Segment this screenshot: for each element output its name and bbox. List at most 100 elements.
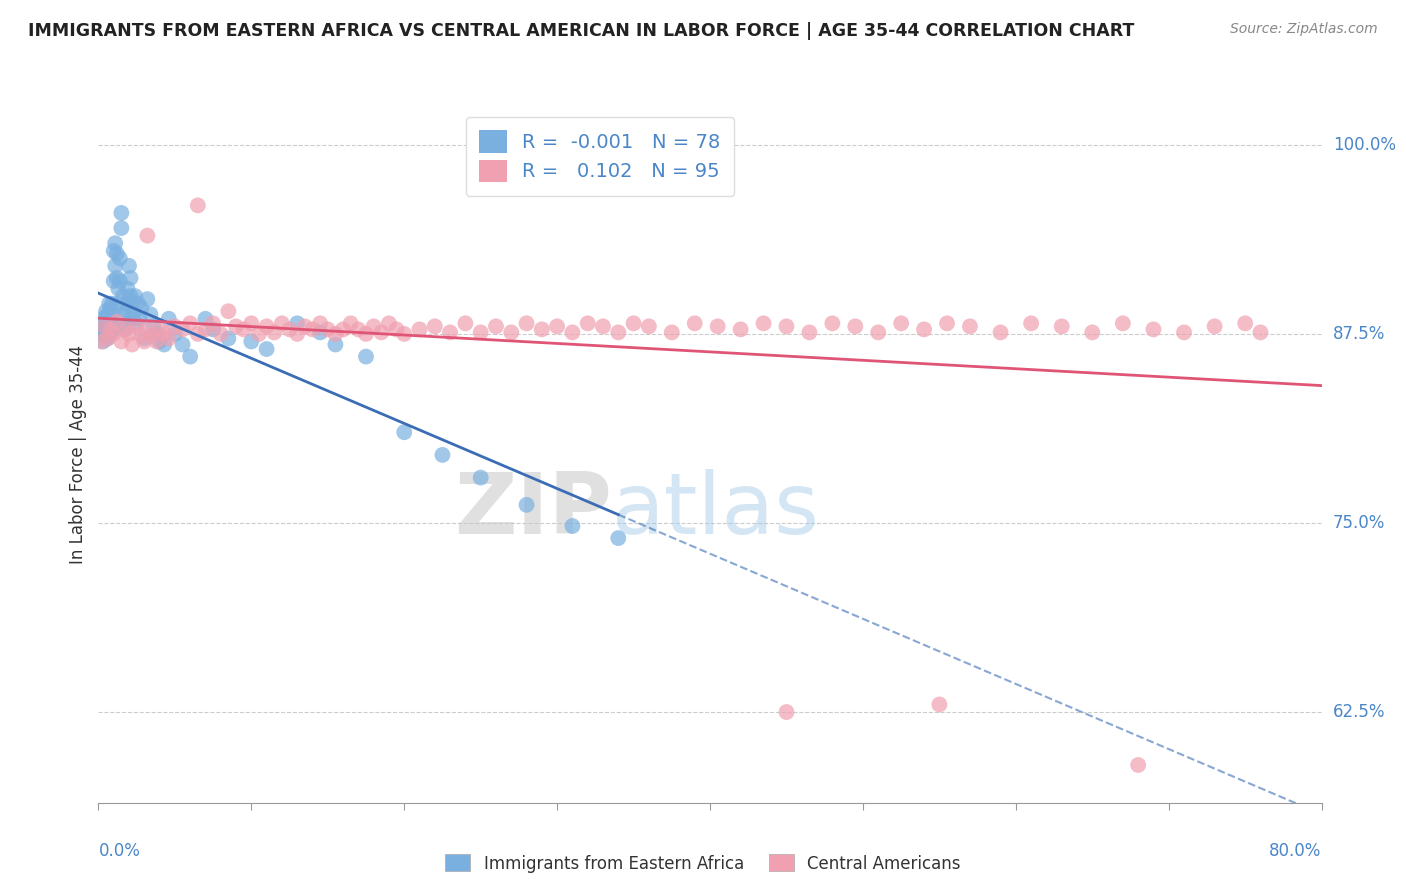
Point xyxy=(172,337,194,351)
Point xyxy=(90,326,112,341)
Point xyxy=(316,322,339,336)
Point xyxy=(145,326,167,341)
Point xyxy=(163,326,186,341)
Point xyxy=(145,334,167,349)
Point xyxy=(157,331,180,345)
Point xyxy=(637,319,661,334)
Point xyxy=(706,319,728,334)
Point xyxy=(97,316,120,330)
Point xyxy=(202,316,225,330)
Point xyxy=(120,289,142,303)
Point xyxy=(278,322,301,336)
Point xyxy=(179,350,201,364)
Point xyxy=(561,326,583,340)
Y-axis label: In Labor Force | Age 35-44: In Labor Force | Age 35-44 xyxy=(69,345,87,565)
Point xyxy=(256,319,278,334)
Point xyxy=(93,319,115,334)
Point xyxy=(1142,322,1164,336)
Point xyxy=(821,316,844,330)
Point xyxy=(928,698,950,712)
Text: 87.5%: 87.5% xyxy=(1333,325,1385,343)
Point xyxy=(115,304,138,318)
Point xyxy=(163,319,186,334)
Point xyxy=(868,326,890,340)
Point xyxy=(990,326,1012,340)
Point xyxy=(97,331,120,345)
Point xyxy=(149,322,172,336)
Point xyxy=(439,326,461,340)
Text: Source: ZipAtlas.com: Source: ZipAtlas.com xyxy=(1230,22,1378,37)
Point xyxy=(202,322,225,336)
Point xyxy=(136,228,159,243)
Point xyxy=(240,316,263,330)
Point xyxy=(122,307,145,321)
Point xyxy=(270,316,292,330)
Point xyxy=(194,322,217,336)
Point xyxy=(110,206,132,220)
Point xyxy=(101,296,124,310)
Point xyxy=(454,316,477,330)
Point xyxy=(128,311,150,326)
Point xyxy=(309,326,332,340)
Point xyxy=(232,322,254,336)
Point xyxy=(118,326,141,341)
Point xyxy=(301,322,323,336)
Point xyxy=(1112,316,1135,330)
Point xyxy=(134,334,156,349)
Point xyxy=(347,322,370,336)
Point xyxy=(172,322,194,336)
Point xyxy=(1019,316,1042,330)
Point xyxy=(97,307,120,321)
Point xyxy=(103,244,125,258)
Point xyxy=(752,316,775,330)
Legend: R =  -0.001   N = 78, R =   0.102   N = 95: R = -0.001 N = 78, R = 0.102 N = 95 xyxy=(465,117,734,195)
Point xyxy=(94,304,117,318)
Point xyxy=(730,322,752,336)
Point xyxy=(100,322,122,336)
Point xyxy=(1081,326,1104,340)
Point xyxy=(247,326,270,341)
Point xyxy=(1249,326,1271,340)
Point xyxy=(101,309,124,323)
Point xyxy=(325,337,347,351)
Point xyxy=(561,519,583,533)
Point xyxy=(125,319,148,334)
Text: 100.0%: 100.0% xyxy=(1333,136,1396,153)
Point xyxy=(107,281,129,295)
Point xyxy=(936,316,959,330)
Point xyxy=(607,531,630,545)
Point xyxy=(485,319,508,334)
Point xyxy=(93,322,115,336)
Point xyxy=(121,311,143,326)
Point xyxy=(209,326,232,341)
Point xyxy=(136,292,159,306)
Point xyxy=(392,326,416,341)
Point xyxy=(187,326,209,341)
Point xyxy=(294,319,316,334)
Point xyxy=(844,319,866,334)
Point xyxy=(546,319,568,334)
Point xyxy=(363,319,385,334)
Point xyxy=(157,311,180,326)
Point xyxy=(100,322,122,336)
Point xyxy=(98,326,121,341)
Point xyxy=(105,246,128,260)
Point xyxy=(263,326,285,340)
Point xyxy=(110,334,132,349)
Point xyxy=(194,311,217,326)
Point xyxy=(385,322,408,336)
Point xyxy=(501,326,523,340)
Point xyxy=(1128,758,1150,772)
Point xyxy=(91,311,114,326)
Point xyxy=(285,326,308,341)
Point xyxy=(256,342,278,356)
Point xyxy=(115,322,138,336)
Text: ZIP: ZIP xyxy=(454,469,612,552)
Point xyxy=(120,271,142,285)
Point xyxy=(354,350,377,364)
Point xyxy=(592,319,614,334)
Point xyxy=(103,319,125,334)
Point xyxy=(94,311,117,326)
Point xyxy=(103,274,125,288)
Point xyxy=(470,326,492,340)
